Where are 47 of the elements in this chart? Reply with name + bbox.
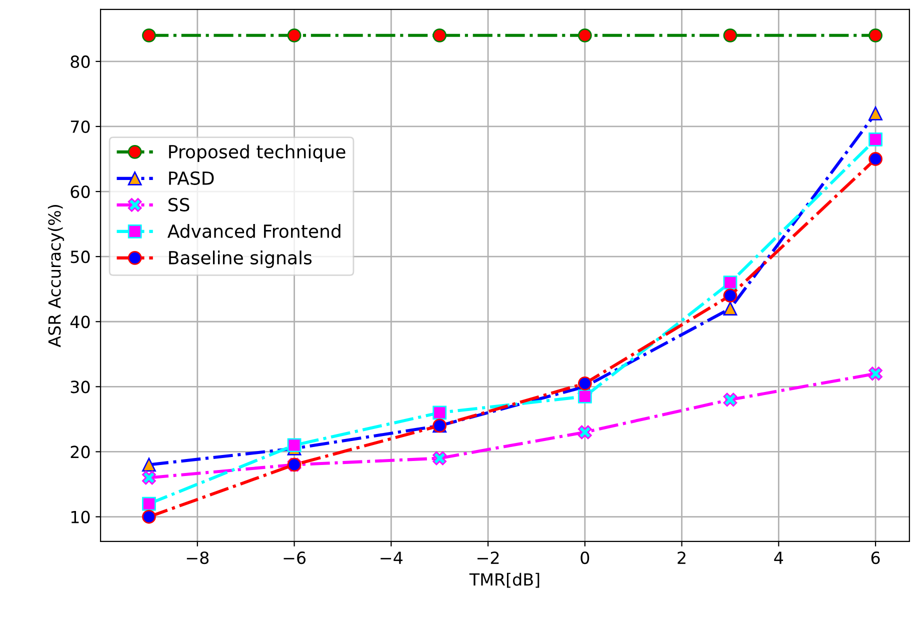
- legend-label: PASD: [169, 171, 214, 186]
- y-tick-label: 60: [70, 185, 90, 198]
- point: [723, 276, 738, 290]
- point: [287, 438, 302, 452]
- point: [723, 28, 738, 42]
- point: [578, 376, 592, 390]
- point: [868, 132, 882, 146]
- y-tick-label: 70: [70, 120, 90, 134]
- legend-label: Advanced Frontend: [167, 224, 340, 238]
- point: [142, 28, 156, 42]
- legend-label: Proposed technique: [169, 144, 346, 162]
- y-tick-label: 30: [70, 380, 90, 394]
- point: [432, 28, 447, 42]
- point: [432, 451, 447, 466]
- legend-label: Baseline signals: [169, 250, 312, 268]
- point: [578, 389, 592, 404]
- point: [723, 392, 738, 407]
- x-tick-label: −4: [380, 552, 403, 564]
- legend-label: SS: [168, 198, 190, 212]
- point: [287, 28, 302, 42]
- x-tick-label: 4: [774, 552, 784, 564]
- point: [578, 425, 592, 440]
- point: [868, 366, 882, 381]
- x-tick-label: −8: [186, 552, 209, 564]
- point: [868, 28, 882, 42]
- y-tick-label: 80: [70, 55, 90, 68]
- point: [142, 470, 156, 485]
- y-axis-title: ASR Accuracy(%): [48, 204, 64, 348]
- y-tick-label: 40: [70, 316, 90, 328]
- x-tick-label: −6: [284, 552, 306, 564]
- x-tick-label: −2: [478, 552, 499, 564]
- point: [723, 302, 738, 316]
- point: [868, 152, 882, 166]
- x-tick-label: 0: [580, 552, 590, 564]
- x-axis-title: TMR[dB]: [469, 572, 540, 588]
- point: [142, 510, 156, 524]
- y-tick-label: 10: [71, 510, 90, 524]
- point: [723, 288, 738, 303]
- point: [868, 106, 882, 120]
- point: [142, 458, 156, 472]
- y-tick-label: 50: [70, 250, 90, 264]
- point: [578, 28, 592, 42]
- point: [142, 496, 156, 511]
- x-tick-label: 6: [871, 552, 880, 564]
- point: [432, 406, 447, 420]
- x-tick-label: 2: [678, 552, 686, 564]
- y-tick-label: 20: [70, 446, 90, 458]
